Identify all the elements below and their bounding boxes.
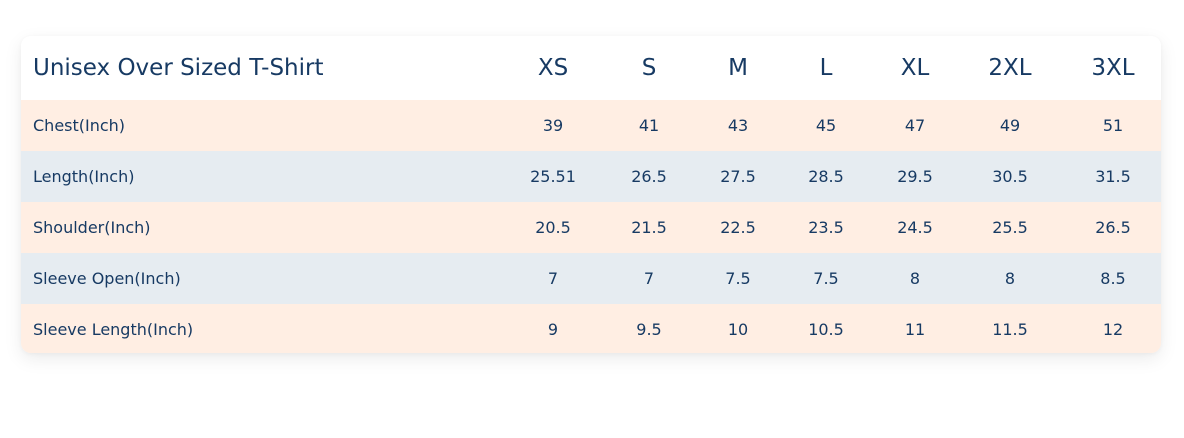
table-cell: 28.5: [808, 167, 844, 186]
table-cell: 24.5: [897, 218, 933, 237]
size-header-3xl: 3XL: [1091, 55, 1135, 81]
table-row-sleeve-open: Sleeve Open(Inch) 7 7 7.5 7.5 8 8 8.5: [21, 253, 1161, 304]
size-header-xs: XS: [537, 55, 569, 81]
table-title: Unisex Over Sized T-Shirt: [33, 55, 324, 81]
table-cell: 22.5: [720, 218, 756, 237]
table-cell: 27.5: [720, 167, 756, 186]
table-cell: 11: [904, 320, 926, 339]
table-cell: 30.5: [992, 167, 1028, 186]
table-cell: 11.5: [992, 320, 1028, 339]
row-label: Chest(Inch): [33, 116, 126, 135]
row-label: Sleeve Open(Inch): [33, 269, 181, 288]
table-cell: 9.5: [636, 320, 662, 339]
size-header-2xl: 2XL: [988, 55, 1032, 81]
table-cell: 51: [1102, 116, 1124, 135]
table-cell: 9: [547, 320, 559, 339]
size-header-l: L: [819, 55, 833, 81]
table-cell: 8.5: [1100, 269, 1126, 288]
row-label: Sleeve Length(Inch): [33, 320, 194, 339]
table-cell: 12: [1102, 320, 1124, 339]
size-chart-table: Unisex Over Sized T-Shirt XS S M L XL 2X…: [21, 36, 1161, 353]
table-cell: 7: [643, 269, 655, 288]
size-header-s: S: [641, 55, 657, 81]
table-cell: 21.5: [631, 218, 667, 237]
table-cell: 8: [909, 269, 921, 288]
table-cell: 26.5: [1095, 218, 1131, 237]
table-cell: 49: [999, 116, 1021, 135]
table-cell: 8: [1004, 269, 1016, 288]
table-cell: 31.5: [1095, 167, 1131, 186]
table-row-sleeve-length: Sleeve Length(Inch) 9 9.5 10 10.5 11 11.…: [21, 304, 1161, 353]
table-header-row: Unisex Over Sized T-Shirt XS S M L XL 2X…: [21, 36, 1161, 100]
size-header-xl: XL: [900, 55, 930, 81]
table-cell: 43: [727, 116, 749, 135]
table-cell: 23.5: [808, 218, 844, 237]
table-cell: 29.5: [897, 167, 933, 186]
row-label: Shoulder(Inch): [33, 218, 151, 237]
size-header-m: M: [728, 55, 748, 81]
table-cell: 7.5: [813, 269, 839, 288]
table-cell: 39: [542, 116, 564, 135]
table-cell: 26.5: [631, 167, 667, 186]
row-label: Length(Inch): [33, 167, 135, 186]
table-cell: 25.51: [530, 167, 576, 186]
table-row-chest: Chest(Inch) 39 41 43 45 47 49 51: [21, 100, 1161, 151]
table-row-length: Length(Inch) 25.51 26.5 27.5 28.5 29.5 3…: [21, 151, 1161, 202]
table-cell: 7.5: [725, 269, 751, 288]
table-cell: 41: [638, 116, 660, 135]
table-cell: 45: [815, 116, 837, 135]
table-cell: 47: [904, 116, 926, 135]
table-cell: 7: [547, 269, 559, 288]
size-chart-card: Unisex Over Sized T-Shirt XS S M L XL 2X…: [21, 36, 1161, 353]
table-cell: 25.5: [992, 218, 1028, 237]
table-cell: 10: [727, 320, 749, 339]
table-cell: 10.5: [808, 320, 844, 339]
table-cell: 20.5: [535, 218, 571, 237]
table-row-shoulder: Shoulder(Inch) 20.5 21.5 22.5 23.5 24.5 …: [21, 202, 1161, 253]
